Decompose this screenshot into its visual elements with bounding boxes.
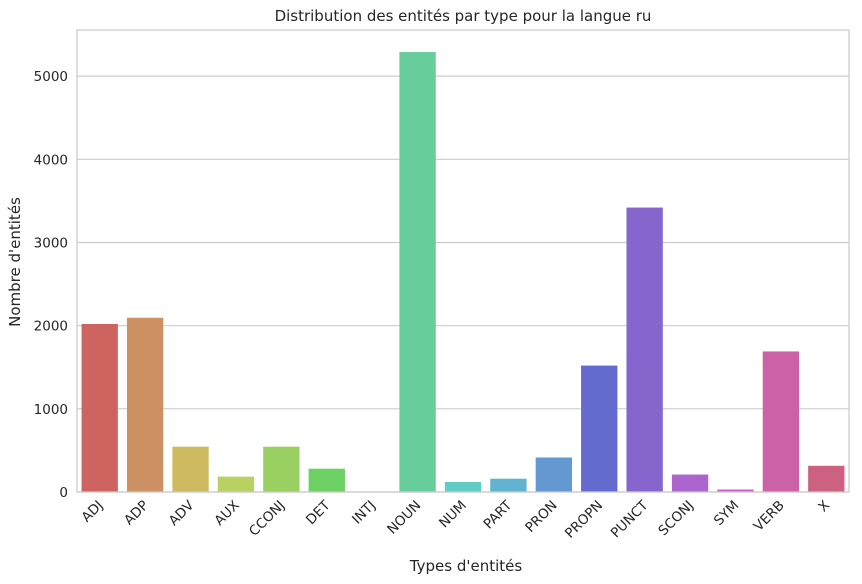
bar-num — [444, 482, 482, 492]
x-tick-label: PRON — [522, 498, 560, 536]
bar-sym — [717, 489, 754, 492]
x-tick-label: DET — [303, 497, 334, 528]
x-tick-label: PUNCT — [608, 497, 652, 541]
plot-frame — [76, 29, 850, 493]
bar-x — [808, 465, 845, 492]
x-tick-label: SYM — [711, 498, 742, 529]
x-tick-label: ADV — [166, 497, 198, 529]
y-axis-label: Nombre d'entités — [6, 197, 24, 327]
bar-cconj — [263, 446, 300, 492]
x-tick-label: INTJ — [349, 498, 379, 528]
bar-pron — [535, 457, 572, 492]
x-tick-label: AUX — [211, 498, 242, 529]
y-tick-label: 1000 — [34, 402, 68, 418]
x-tick-label: PART — [480, 497, 515, 532]
x-tick-label: NUM — [436, 498, 470, 532]
bars — [81, 52, 845, 492]
x-tick-label: PROPN — [562, 498, 606, 542]
y-tick-labels: 0 1000 2000 3000 4000 5000 — [34, 69, 68, 501]
x-tick-label: ADJ — [79, 498, 107, 526]
bar-adp — [126, 317, 164, 492]
bar-adv — [172, 446, 209, 492]
gridlines — [77, 75, 849, 493]
bar-part — [490, 478, 527, 492]
x-tick-label: CCONJ — [246, 498, 288, 540]
y-tick-label: 0 — [59, 485, 68, 501]
x-tick-label: NOUN — [384, 498, 424, 538]
x-tick-label: SCONJ — [655, 498, 697, 540]
x-tick-label: VERB — [751, 498, 788, 535]
bar-propn — [581, 365, 618, 492]
y-tick-label: 2000 — [34, 319, 68, 335]
bar-verb — [762, 351, 800, 492]
bar-noun — [399, 52, 436, 492]
x-tick-label: ADP — [121, 498, 152, 529]
y-tick-label: 5000 — [34, 69, 68, 85]
bar-punct — [626, 207, 663, 492]
bar-aux — [217, 476, 255, 492]
chart-title: Distribution des entités par type pour l… — [275, 7, 652, 25]
bar-adj — [81, 324, 118, 492]
bar-det — [308, 468, 345, 492]
x-axis-label: Types d'entités — [409, 557, 523, 575]
y-tick-label: 3000 — [34, 235, 68, 251]
x-tick-label: X — [815, 498, 833, 516]
y-tick-label: 4000 — [34, 152, 68, 168]
x-tick-labels: ADJ ADP ADV AUX CCONJ DET INTJ NOUN NUM PART PRON P… — [79, 497, 834, 542]
bar-sconj — [671, 474, 709, 492]
